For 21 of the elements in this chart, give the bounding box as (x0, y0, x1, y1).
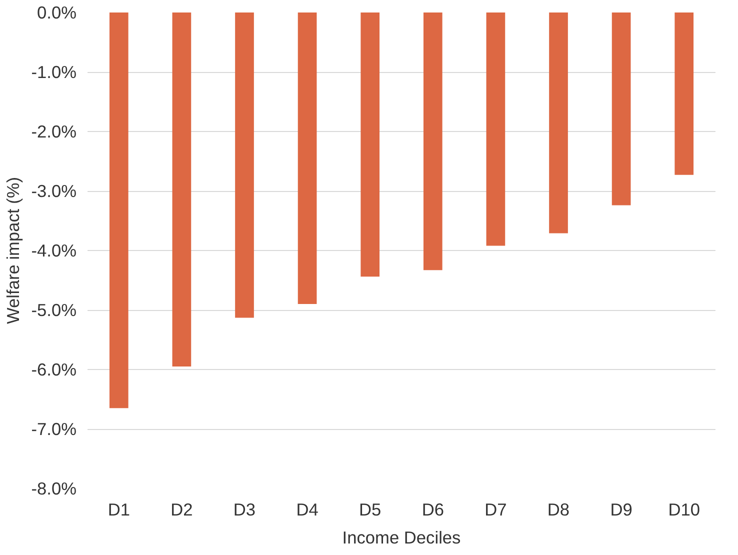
y-tick-label: -4.0% (31, 240, 77, 260)
y-tick-label: -5.0% (31, 300, 77, 320)
y-tick-label: 0.0% (37, 2, 77, 22)
x-tick-label: D4 (296, 500, 319, 520)
y-tick-label: -2.0% (31, 122, 77, 142)
y-tick-label: -8.0% (31, 478, 77, 498)
x-tick-label: D5 (359, 500, 382, 520)
x-tick-label: D7 (484, 500, 507, 520)
y-tick-label: -1.0% (31, 62, 77, 82)
x-axis-title: Income Deciles (342, 528, 462, 548)
x-tick-label: D3 (233, 500, 256, 520)
x-tick-label: D10 (668, 500, 700, 520)
x-tick-label: D1 (108, 500, 130, 520)
x-tick-label: D2 (170, 500, 193, 520)
x-tick-label: D9 (610, 500, 632, 520)
y-tick-label: -7.0% (31, 419, 77, 439)
x-tick-label: D8 (547, 500, 570, 520)
x-tick-label: D6 (422, 500, 444, 520)
y-tick-label: -6.0% (31, 360, 77, 380)
y-tick-label: -3.0% (31, 181, 77, 201)
y-axis-title: Welfare impact (%) (3, 176, 24, 324)
